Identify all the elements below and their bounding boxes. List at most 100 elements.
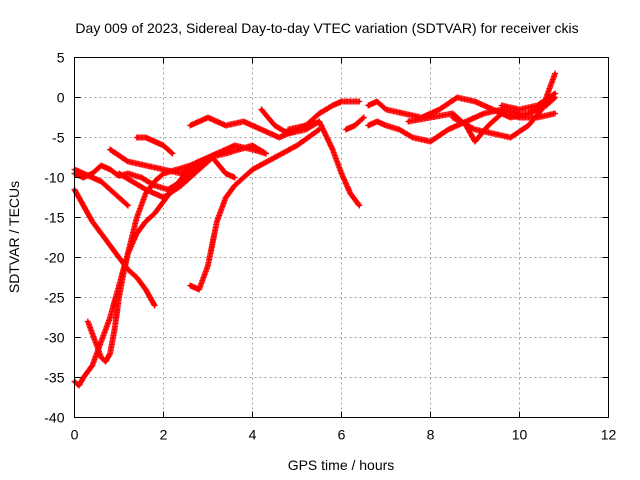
data-point: [206, 116, 210, 119]
data-point: [153, 212, 157, 215]
data-point: [366, 104, 370, 107]
data-point: [82, 376, 85, 379]
y-tick-label: -10: [44, 170, 64, 186]
axis-ticks: 0 2 4 6 8 10 12 -40 -35 -30 -25 -20 -15 -10 -5 0 5: [44, 50, 616, 443]
data-point: [206, 264, 210, 267]
data-point: [113, 328, 116, 331]
series-arc-8: [133, 134, 176, 157]
data-point: [126, 252, 130, 255]
data-point: [277, 136, 281, 139]
data-point: [90, 176, 94, 179]
data-point: [90, 332, 94, 335]
data-point: [90, 364, 94, 367]
series-arc-7: [107, 142, 269, 177]
data-point: [99, 180, 103, 183]
data-point: [411, 136, 415, 139]
data-point: [251, 168, 254, 171]
data-point: [509, 136, 512, 139]
y-tick-label: -30: [44, 330, 64, 346]
data-point: [171, 152, 174, 155]
data-point: [251, 144, 254, 147]
data-point: [82, 172, 85, 175]
data-point: [99, 340, 103, 343]
data-point: [375, 100, 379, 103]
x-axis-label: GPS time / hours: [288, 457, 395, 473]
data-point: [135, 276, 139, 279]
data-point: [117, 172, 121, 175]
series-arc-18: [498, 90, 559, 113]
data-point: [122, 272, 125, 275]
data-point: [527, 112, 530, 115]
data-point: [179, 184, 183, 187]
data-point: [518, 108, 521, 111]
data-point: [108, 244, 112, 247]
data-point: [304, 124, 308, 127]
data-point: [482, 112, 486, 115]
y-tick-label: -5: [52, 130, 65, 146]
data-point: [384, 124, 388, 127]
x-tick-label: 8: [427, 427, 435, 443]
data-point: [446, 128, 450, 131]
data-point: [500, 104, 504, 107]
data-point: [188, 284, 192, 287]
y-tick-label: -20: [44, 250, 64, 266]
data-point: [357, 100, 361, 103]
data-point: [108, 316, 112, 319]
y-tick-label: -35: [44, 370, 64, 386]
x-tick-label: 10: [512, 427, 528, 443]
data-point: [82, 204, 85, 207]
data-point: [215, 152, 219, 155]
data-point: [242, 176, 246, 179]
data-point: [162, 200, 165, 203]
y-axis-label: SDTVAR / TECUs: [6, 181, 22, 293]
y-tick-label: -25: [44, 290, 64, 306]
data-point: [126, 204, 130, 207]
data-point: [162, 144, 165, 147]
data-point: [486, 124, 490, 127]
data-point: [344, 128, 348, 131]
series-arc-2: [71, 166, 131, 209]
data-point: [349, 192, 352, 195]
data-point: [130, 180, 134, 183]
data-point: [162, 168, 165, 171]
data-point: [286, 128, 290, 131]
data-point: [553, 92, 557, 95]
data-point: [402, 112, 406, 115]
data-point: [135, 216, 139, 219]
data-point: [317, 120, 321, 123]
plot-area: [71, 70, 559, 389]
data-point: [406, 120, 410, 123]
data-point: [500, 112, 504, 115]
data-point: [197, 168, 201, 171]
data-point: [357, 204, 361, 207]
data-point: [104, 360, 108, 363]
data-point: [108, 148, 112, 151]
x-tick-label: 6: [338, 427, 346, 443]
data-point: [197, 164, 201, 167]
data-point: [375, 120, 379, 123]
x-tick-label: 4: [249, 427, 257, 443]
series-arc-12: [285, 98, 363, 133]
data-point: [135, 136, 139, 139]
data-point: [242, 120, 246, 123]
data-point: [473, 100, 477, 103]
data-point: [153, 304, 157, 307]
data-point: [144, 220, 148, 223]
data-point: [117, 256, 121, 259]
data-point: [233, 176, 237, 179]
data-point: [273, 156, 277, 159]
data-point: [331, 148, 334, 151]
chart-title: Day 009 of 2023, Sidereal Day-to-day VTE…: [75, 20, 578, 36]
data-point: [286, 132, 290, 135]
data-point: [224, 124, 228, 127]
data-point: [473, 140, 477, 143]
data-point: [451, 112, 455, 115]
data-point: [108, 188, 112, 191]
data-point: [397, 128, 401, 131]
y-tick-label: -40: [44, 410, 64, 426]
data-point: [273, 124, 277, 127]
data-point: [99, 232, 103, 235]
data-point: [108, 352, 112, 355]
data-point: [86, 320, 90, 323]
data-point: [117, 196, 121, 199]
